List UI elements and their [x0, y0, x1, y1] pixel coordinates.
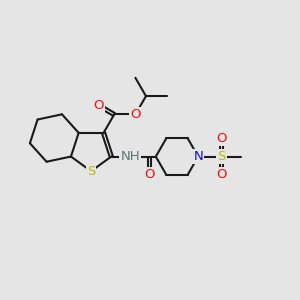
Text: NH: NH: [121, 150, 140, 163]
Text: S: S: [87, 165, 95, 178]
Text: O: O: [93, 99, 104, 112]
Text: N: N: [193, 150, 203, 163]
Text: O: O: [216, 132, 227, 145]
Text: O: O: [216, 168, 227, 181]
Text: O: O: [144, 168, 155, 181]
Text: O: O: [130, 108, 141, 121]
Text: S: S: [217, 150, 226, 163]
